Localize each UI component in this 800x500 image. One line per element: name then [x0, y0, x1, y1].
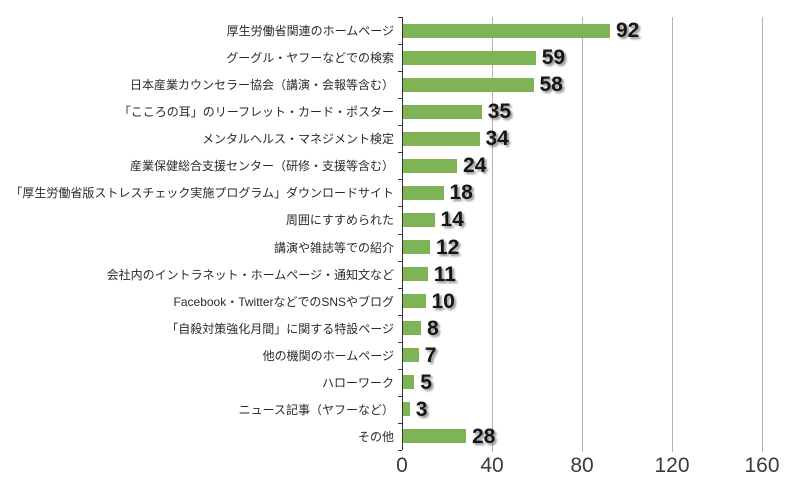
- y-axis-tick: [398, 44, 402, 46]
- y-axis-tick: [398, 71, 402, 73]
- gridline: [582, 17, 583, 452]
- value-label: 5: [420, 370, 432, 394]
- bar-row: メンタルヘルス・マネジメント検定 34: [0, 125, 800, 152]
- category-label: 産業保健総合支援センター（研修・支援等含む）: [129, 159, 394, 174]
- bar-row: 講演や雑誌等での紹介 12: [0, 234, 800, 261]
- value-label: 34: [485, 127, 509, 151]
- value-label: 8: [427, 316, 439, 340]
- category-label: グーグル・ヤフーなどでの検索: [226, 51, 394, 66]
- category-label: 「自殺対策強化月間」に関する特設ページ: [166, 321, 394, 336]
- bar-row: 「厚生労働省版ストレスチェック実施プログラム」ダウンロードサイト 18: [0, 179, 800, 206]
- x-axis-tick-label: 40: [480, 454, 504, 477]
- y-axis-tick: [398, 341, 402, 343]
- value-label: 28: [472, 424, 496, 448]
- y-axis-tick: [398, 206, 402, 208]
- bar-row: ニュース記事（ヤフーなど） 3: [0, 396, 800, 423]
- y-axis-tick: [398, 260, 402, 262]
- bar: [403, 212, 435, 227]
- bar-row: グーグル・ヤフーなどでの検索 59: [0, 44, 800, 71]
- bar: [403, 375, 415, 390]
- x-axis-tick-label: 120: [654, 454, 690, 477]
- y-axis-tick: [398, 395, 402, 397]
- bar: [403, 50, 536, 65]
- value-label: 59: [541, 46, 566, 70]
- category-label: ニュース記事（ヤフーなど）: [238, 402, 394, 417]
- bar-row: その他 28: [0, 423, 800, 450]
- bar: [403, 402, 410, 417]
- gridline: [492, 17, 493, 452]
- bar-row: Facebook・TwitterなどでのSNSやブログ 10: [0, 288, 800, 315]
- bar: [403, 23, 610, 38]
- value-label: 7: [424, 343, 437, 367]
- x-axis-tick-label: 80: [570, 454, 594, 477]
- y-axis-tick: [398, 314, 402, 316]
- y-axis-line: [402, 17, 403, 450]
- category-label: 他の機関のホームページ: [262, 348, 394, 363]
- bar: [403, 158, 457, 173]
- value-label: 35: [487, 100, 512, 124]
- category-label: 講演や雑誌等での紹介: [273, 240, 394, 255]
- value-label: 58: [539, 73, 563, 97]
- bar: [403, 240, 430, 255]
- y-axis-tick: [398, 125, 402, 127]
- gridline: [762, 17, 763, 452]
- bar: [403, 77, 534, 92]
- bar-row: 産業保健総合支援センター（研修・支援等含む） 24: [0, 152, 800, 179]
- bar: [403, 267, 428, 282]
- category-label: ハローワーク: [321, 375, 394, 390]
- category-label: 「こころの耳」のリーフレット・カード・ポスター: [118, 105, 394, 120]
- category-label: その他: [357, 429, 394, 444]
- x-axis-tick-label: 160: [744, 454, 780, 477]
- y-axis-tick: [398, 233, 402, 235]
- bar: [403, 429, 466, 444]
- category-label: Facebook・TwitterなどでのSNSやブログ: [173, 294, 394, 309]
- bar: [403, 185, 444, 200]
- value-label: 92: [616, 19, 640, 43]
- bar-row: 日本産業カウンセラー協会（講演・会報等含む） 58: [0, 71, 800, 98]
- category-label: 会社内のイントラネット・ホームページ・通知文など: [106, 267, 394, 282]
- value-label: 12: [436, 235, 460, 259]
- y-axis-tick: [398, 422, 402, 424]
- bar: [403, 131, 480, 146]
- category-label: 日本産業カウンセラー協会（講演・会報等含む）: [129, 78, 394, 93]
- value-label: 18: [449, 181, 473, 205]
- y-axis-tick: [398, 287, 402, 289]
- y-axis-tick: [398, 152, 402, 154]
- y-axis-tick: [398, 450, 402, 451]
- y-axis-tick: [398, 98, 402, 100]
- value-label: 11: [433, 262, 456, 286]
- category-label: 厚生労働省関連のホームページ: [226, 24, 394, 39]
- value-label: 10: [431, 289, 455, 313]
- category-label: 周囲にすすめられた: [285, 213, 394, 228]
- category-label: 「厚生労働省版ストレスチェック実施プログラム」ダウンロードサイト: [10, 186, 394, 201]
- y-axis-tick: [398, 179, 402, 181]
- value-label: 3: [415, 397, 428, 421]
- value-label: 24: [463, 154, 487, 178]
- bar-row: ハローワーク 5: [0, 369, 800, 396]
- bar-row: 「こころの耳」のリーフレット・カード・ポスター 35: [0, 98, 800, 125]
- bar-row: 会社内のイントラネット・ホームページ・通知文など 11: [0, 261, 800, 288]
- bar: [403, 104, 482, 119]
- bar-row: 「自殺対策強化月間」に関する特設ページ 8: [0, 315, 800, 342]
- bar: [403, 321, 421, 336]
- value-label: 14: [440, 208, 464, 232]
- bar: [403, 294, 426, 309]
- gridline: [672, 17, 673, 452]
- x-axis-tick-label: 0: [396, 454, 408, 477]
- bar-row: 他の機関のホームページ 7: [0, 342, 800, 369]
- bar-row: 厚生労働省関連のホームページ 92: [0, 17, 800, 44]
- bar: [403, 348, 419, 363]
- category-label: メンタルヘルス・マネジメント検定: [201, 132, 394, 147]
- bar-row: 周囲にすすめられた 14: [0, 206, 800, 233]
- y-axis-tick: [398, 368, 402, 370]
- y-axis-tick: [398, 17, 402, 18]
